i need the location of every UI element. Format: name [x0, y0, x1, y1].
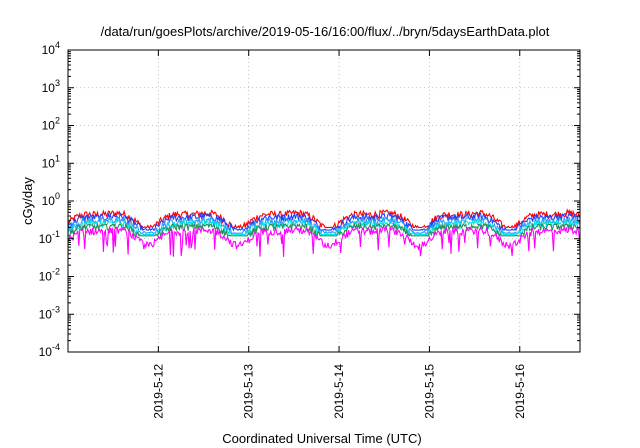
x-tick-label: 2019-5-15: [422, 364, 436, 419]
y-tick-label: 101: [42, 153, 60, 170]
y-tick-label: 10-1: [39, 229, 60, 246]
x-axis-label: Coordinated Universal Time (UTC): [222, 431, 421, 446]
y-axis-ticks: 10-4 10-3 10-2 10-1 100 101 102 103 104: [39, 40, 580, 359]
y-tick-label: 100: [42, 191, 60, 208]
y-tick-label: 10-4: [39, 342, 60, 359]
series-line: [67, 208, 581, 230]
grid-lines: [68, 50, 580, 352]
y-tick-label: 103: [42, 78, 60, 95]
series-line: [67, 215, 581, 235]
series-line: [67, 225, 581, 257]
series-line: [67, 211, 581, 232]
x-tick-label: 2019-5-16: [513, 364, 527, 419]
x-tick-label: 2019-5-13: [242, 364, 256, 419]
x-axis-ticks: 2019-5-12 2019-5-13 2019-5-14 2019-5-15 2019…: [151, 50, 527, 419]
x-tick-label: 2019-5-12: [151, 364, 165, 419]
y-tick-label: 10-3: [39, 304, 60, 321]
chart-title: /data/run/goesPlots/archive/2019-05-16/1…: [101, 24, 550, 39]
y-axis-label: cGy/day: [20, 177, 35, 225]
series-line: [67, 222, 581, 238]
y-tick-label: 102: [42, 116, 60, 133]
y-tick-label: 104: [42, 40, 60, 57]
series-group: [67, 208, 581, 257]
y-tick-label: 10-2: [39, 267, 60, 284]
x-tick-label: 2019-5-14: [332, 364, 346, 419]
